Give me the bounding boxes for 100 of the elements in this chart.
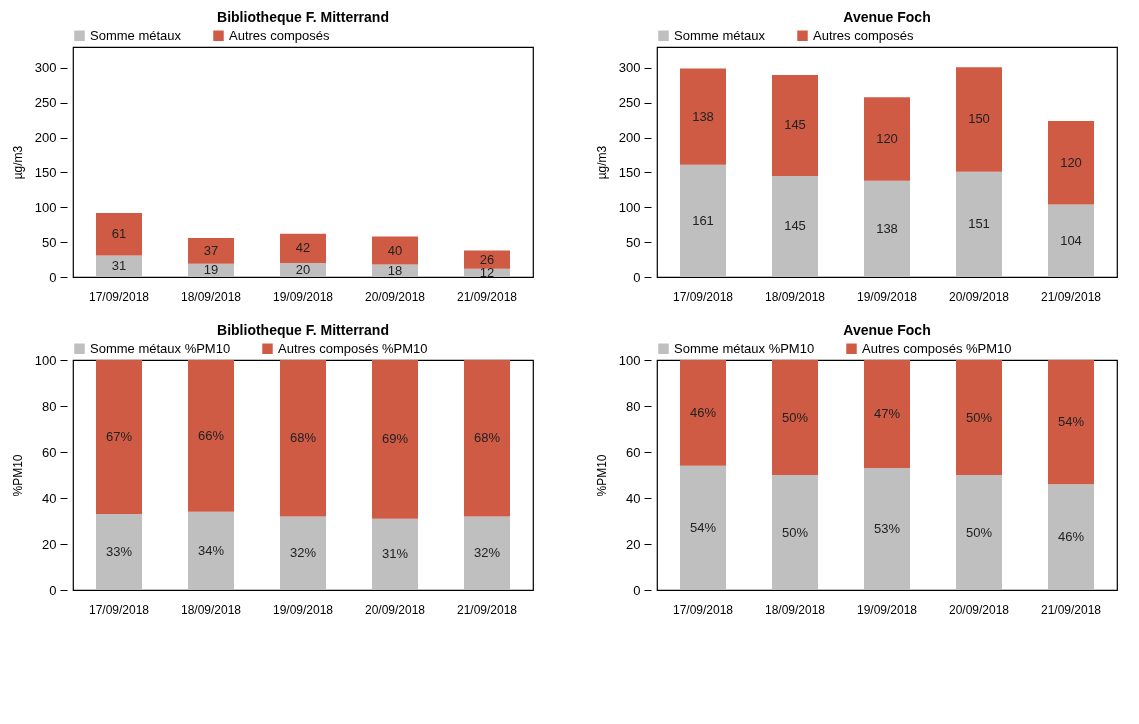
data-label: 32% [473, 545, 501, 561]
bar [188, 360, 234, 512]
x-tick-label: 18/09/2018 [180, 602, 242, 617]
data-label: 40 [387, 242, 403, 258]
data-label: 67% [105, 429, 133, 445]
bar [372, 360, 418, 519]
x-tick-label: 21/09/2018 [1040, 289, 1102, 304]
data-label: 138 [876, 220, 898, 236]
data-label: 37 [203, 242, 219, 258]
bar [1048, 360, 1094, 485]
chart-title: Avenue Foch [843, 9, 931, 25]
x-tick-label: 20/09/2018 [948, 289, 1010, 304]
legend-label: Autres composés %PM10 [862, 340, 1012, 356]
x-tick-label: 19/09/2018 [856, 289, 918, 304]
x-tick-label: 17/09/2018 [672, 602, 734, 617]
x-tick-label: 19/09/2018 [856, 602, 918, 617]
x-tick-label: 18/09/2018 [180, 289, 242, 304]
y-tick-label: 20 [42, 536, 57, 552]
data-label: 12 [479, 264, 495, 280]
bar [956, 67, 1002, 172]
y-tick-label: 150 [34, 164, 57, 180]
data-label: 161 [692, 212, 714, 228]
x-tick-label: 18/09/2018 [764, 289, 826, 304]
bar [680, 465, 726, 590]
x-tick-label: 17/09/2018 [88, 289, 150, 304]
y-axis-title: µg/m3 [10, 145, 25, 180]
data-label: 120 [876, 131, 898, 146]
bar [280, 360, 326, 517]
y-tick-label: 60 [626, 444, 641, 460]
data-label: 68% [473, 430, 501, 446]
y-tick-label: 250 [618, 95, 641, 111]
bar [680, 360, 726, 466]
x-tick-label: 18/09/2018 [764, 602, 826, 617]
bar [96, 255, 142, 277]
y-tick-label: 80 [42, 398, 57, 414]
data-label: 31% [381, 546, 409, 562]
data-label: 120 [1060, 154, 1082, 170]
data-label: 33% [105, 544, 133, 560]
y-tick-label: 0 [49, 269, 57, 285]
y-axis-title: µg/m3 [594, 145, 609, 180]
bar [188, 237, 234, 264]
bar [680, 164, 726, 277]
bar [96, 212, 142, 256]
y-tick-label: 20 [626, 536, 641, 552]
data-label: 50% [781, 524, 809, 540]
legend-label: Somme métaux [674, 27, 766, 43]
data-label: 50% [781, 409, 809, 425]
x-tick-label: 21/09/2018 [456, 289, 518, 304]
x-tick-label: 17/09/2018 [88, 602, 150, 617]
x-tick-label: 21/09/2018 [456, 602, 518, 617]
data-label: 66% [197, 427, 225, 443]
y-tick-label: 40 [42, 490, 57, 506]
y-tick-label: 100 [618, 199, 641, 215]
y-tick-label: 50 [42, 234, 57, 250]
bar [956, 171, 1002, 277]
bar [864, 360, 910, 469]
bar [464, 360, 510, 517]
bar [1048, 204, 1094, 277]
bar [772, 475, 818, 590]
y-tick-label: 100 [34, 199, 57, 215]
bar [280, 516, 326, 590]
data-label: 42 [295, 240, 311, 256]
data-label: 31 [111, 258, 127, 274]
bar [772, 175, 818, 277]
data-label: 26 [479, 251, 495, 267]
data-label: 150 [968, 111, 990, 127]
data-label: 145 [784, 218, 806, 234]
x-tick-label: 17/09/2018 [672, 289, 734, 304]
data-label: 34% [197, 542, 225, 558]
legend-label: Somme métaux [90, 27, 182, 43]
y-tick-label: 200 [618, 130, 641, 146]
data-label: 46% [1057, 529, 1085, 545]
y-axis-title: %PM10 [10, 454, 25, 497]
y-axis-title: %PM10 [594, 454, 609, 497]
bar [96, 514, 142, 590]
bar [372, 264, 418, 277]
data-label: 19 [203, 262, 219, 278]
data-label: 104 [1060, 232, 1082, 248]
bar [280, 233, 326, 264]
legend-label: Autres composés [813, 27, 914, 43]
y-tick-label: 200 [34, 130, 57, 146]
bar [772, 74, 818, 176]
legend-label: Autres composés %PM10 [278, 340, 428, 356]
bar [772, 360, 818, 475]
y-tick-label: 100 [34, 352, 57, 368]
data-label: 46% [689, 404, 717, 420]
bar [464, 516, 510, 590]
data-label: 32% [289, 545, 317, 561]
y-tick-label: 0 [633, 582, 641, 598]
bar [864, 468, 910, 590]
bar [1048, 484, 1094, 590]
y-tick-label: 0 [633, 269, 641, 285]
bar [96, 360, 142, 515]
y-tick-label: 60 [42, 444, 57, 460]
y-tick-label: 250 [34, 95, 57, 111]
x-tick-label: 19/09/2018 [272, 602, 334, 617]
legend-label: Somme métaux %PM10 [674, 340, 815, 356]
x-tick-label: 20/09/2018 [364, 602, 426, 617]
bar [864, 97, 910, 181]
bar [680, 68, 726, 165]
